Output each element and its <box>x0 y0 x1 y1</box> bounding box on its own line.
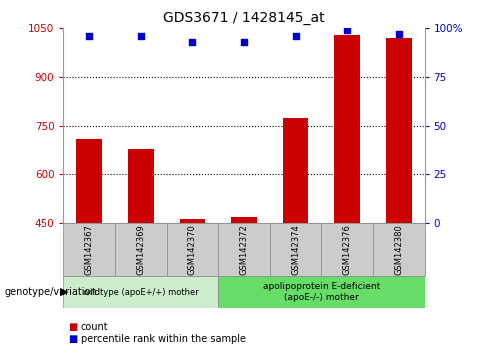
Text: GSM142380: GSM142380 <box>394 224 403 275</box>
Point <box>292 33 300 39</box>
Bar <box>386 38 412 223</box>
Bar <box>218 223 270 276</box>
Text: apolipoprotein E-deficient
(apoE-/-) mother: apolipoprotein E-deficient (apoE-/-) mot… <box>263 282 380 302</box>
Point <box>240 39 248 45</box>
Bar <box>334 35 360 223</box>
Text: percentile rank within the sample: percentile rank within the sample <box>81 334 245 344</box>
Bar <box>63 276 218 308</box>
Bar <box>167 223 218 276</box>
Bar <box>128 149 154 223</box>
Point <box>395 31 403 37</box>
Title: GDS3671 / 1428145_at: GDS3671 / 1428145_at <box>163 11 325 24</box>
Text: GSM142372: GSM142372 <box>240 224 248 275</box>
Text: ▶: ▶ <box>60 287 68 297</box>
Text: ■: ■ <box>68 322 78 332</box>
Text: GSM142369: GSM142369 <box>136 224 145 275</box>
Text: GSM142367: GSM142367 <box>85 224 94 275</box>
Bar <box>231 217 257 223</box>
Bar <box>322 223 373 276</box>
Text: wildtype (apoE+/+) mother: wildtype (apoE+/+) mother <box>83 287 199 297</box>
Bar <box>373 223 425 276</box>
Text: GSM142370: GSM142370 <box>188 224 197 275</box>
Point <box>343 28 351 33</box>
Point <box>188 39 196 45</box>
Bar <box>76 139 102 223</box>
Text: GSM142374: GSM142374 <box>291 224 300 275</box>
Bar <box>218 276 425 308</box>
Bar <box>63 223 115 276</box>
Text: count: count <box>81 322 108 332</box>
Bar <box>115 223 166 276</box>
Text: genotype/variation: genotype/variation <box>5 287 98 297</box>
Point <box>137 33 145 39</box>
Point <box>85 33 93 39</box>
Bar <box>270 223 321 276</box>
Bar <box>180 219 205 223</box>
Bar <box>283 118 308 223</box>
Text: GSM142376: GSM142376 <box>343 224 352 275</box>
Text: ■: ■ <box>68 334 78 344</box>
